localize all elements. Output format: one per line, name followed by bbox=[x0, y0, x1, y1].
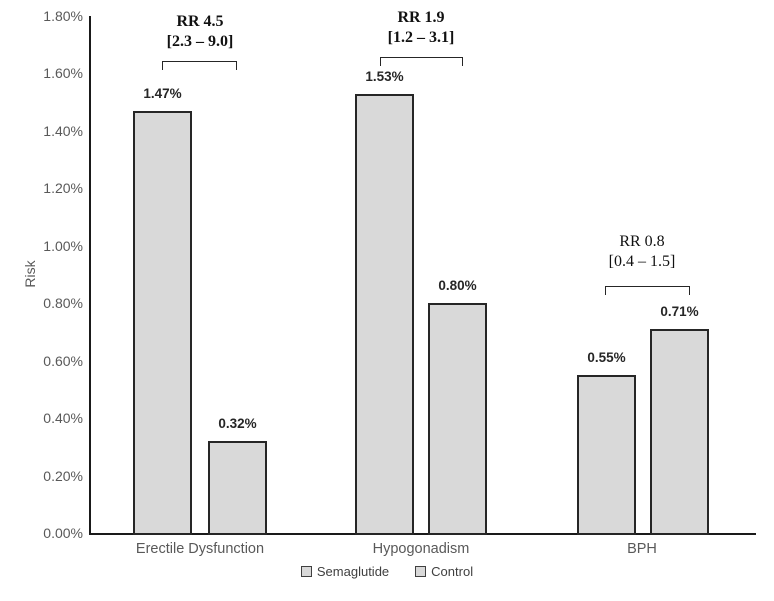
y-tick-label: 1.40% bbox=[43, 122, 83, 139]
x-category-label: BPH bbox=[627, 541, 657, 557]
rr-annotation-2: RR 1.9 [1.2 – 3.1] bbox=[387, 9, 455, 46]
bar-value-label: 0.32% bbox=[218, 416, 257, 432]
y-tick-label: 0.80% bbox=[43, 295, 83, 312]
rr-annotation-3: RR 0.8 [0.4 – 1.5] bbox=[608, 233, 676, 270]
bar-control-2 bbox=[428, 303, 487, 535]
bar-value-label: 0.71% bbox=[660, 304, 699, 320]
bar-control-3 bbox=[650, 329, 709, 535]
bar-value-label: 1.53% bbox=[365, 68, 404, 84]
comparison-bracket-1 bbox=[162, 61, 237, 70]
y-tick-label: 0.40% bbox=[43, 410, 83, 427]
x-category-label: Hypogonadism bbox=[372, 541, 470, 557]
y-tick-label: 0.20% bbox=[43, 467, 83, 484]
y-tick-label: 1.80% bbox=[43, 8, 83, 24]
y-tick-label: 1.20% bbox=[43, 180, 83, 197]
legend: Semaglutide Control bbox=[0, 564, 774, 579]
bar-semaglutide-2 bbox=[355, 93, 414, 535]
x-axis-line bbox=[89, 533, 756, 535]
bar-control-1 bbox=[208, 441, 267, 535]
legend-item-control: Control bbox=[415, 564, 473, 579]
comparison-bracket-2 bbox=[380, 57, 463, 66]
y-axis-line bbox=[89, 16, 91, 535]
legend-label: Control bbox=[431, 564, 474, 579]
bar-value-label: 0.55% bbox=[587, 350, 626, 366]
legend-marker-icon bbox=[415, 566, 427, 577]
bar-semaglutide-1 bbox=[133, 110, 192, 535]
legend-marker-icon bbox=[300, 566, 312, 577]
comparison-bracket-3 bbox=[605, 286, 690, 295]
legend-label: Semaglutide bbox=[316, 564, 390, 579]
y-tick-label: 1.00% bbox=[43, 237, 83, 254]
bar-semaglutide-3 bbox=[577, 375, 636, 535]
y-tick-label: 0.00% bbox=[43, 525, 83, 541]
rr-annotation-1: RR 4.5 [2.3 – 9.0] bbox=[166, 13, 234, 50]
bar-value-label: 0.80% bbox=[438, 278, 477, 294]
legend-item-semaglutide: Semaglutide bbox=[300, 564, 390, 579]
y-tick-label: 1.60% bbox=[43, 65, 83, 82]
y-tick-label: 0.60% bbox=[43, 352, 83, 369]
bar-value-label: 1.47% bbox=[143, 85, 182, 101]
x-category-label: Erectile Dysfunction bbox=[135, 541, 265, 557]
